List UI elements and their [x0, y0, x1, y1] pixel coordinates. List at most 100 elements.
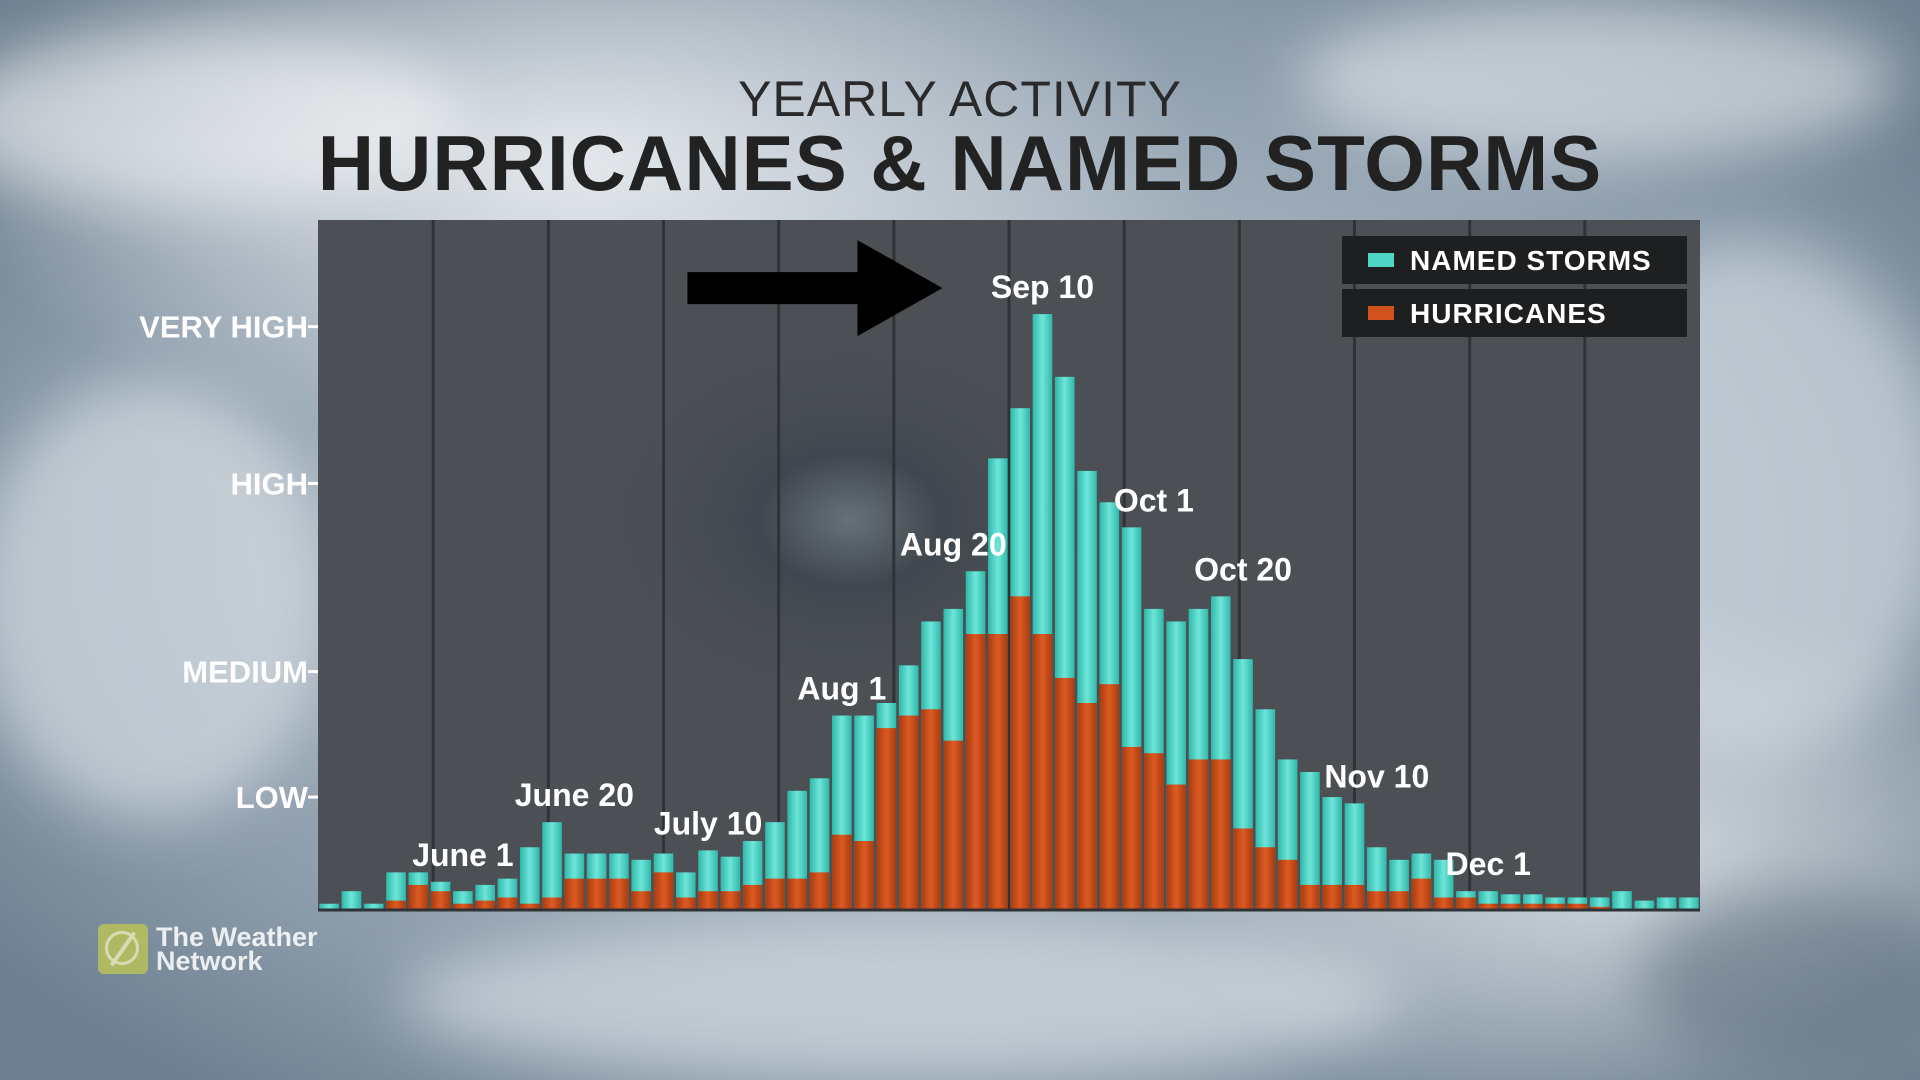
bar-hurricanes — [564, 878, 585, 910]
bar-hurricanes — [1166, 784, 1186, 910]
bar-named-storms — [1300, 772, 1320, 910]
date-label: Aug 1 — [797, 671, 886, 707]
weather-network-logo: The Weather Network — [98, 922, 318, 976]
bar-hurricanes — [1389, 891, 1409, 910]
date-label: Sep 10 — [991, 269, 1094, 305]
bar-hurricanes — [1210, 759, 1231, 910]
bar-hurricanes — [631, 891, 652, 910]
bar-named-storms — [542, 822, 562, 910]
bar-hurricanes — [609, 878, 629, 910]
chart-title: HURRICANES & NAMED STORMS — [317, 119, 1603, 207]
date-label: Dec 1 — [1446, 846, 1531, 882]
bar-hurricanes — [1433, 897, 1454, 910]
bar-hurricanes — [698, 891, 718, 910]
bar-hurricanes — [765, 878, 785, 910]
y-level-label: HIGH — [231, 466, 309, 501]
bar-hurricanes — [854, 841, 874, 910]
bar-hurricanes — [1545, 903, 1565, 910]
bar-hurricanes — [1523, 903, 1543, 910]
bar-hurricanes — [542, 897, 562, 910]
bar-hurricanes — [809, 872, 830, 910]
bar-hurricanes — [1300, 884, 1320, 910]
logo-line-2: Network — [156, 946, 263, 976]
bar-hurricanes — [1144, 753, 1164, 910]
bar-hurricanes — [1099, 684, 1120, 910]
legend-swatch — [1368, 306, 1394, 320]
date-label: July 10 — [654, 805, 763, 841]
bar-hurricanes — [1567, 903, 1588, 910]
y-level-label: VERY HIGH — [139, 310, 308, 345]
bars — [318, 314, 1700, 912]
bar-hurricanes — [742, 884, 763, 910]
legend-swatch — [1368, 253, 1394, 267]
bar-hurricanes — [1322, 884, 1343, 910]
bar-hurricanes — [1233, 828, 1253, 910]
bar-hurricanes — [1344, 884, 1365, 910]
bar-hurricanes — [586, 878, 607, 910]
bar-named-storms — [1656, 897, 1677, 910]
bar-named-storms — [319, 903, 339, 910]
bar-hurricanes — [1054, 677, 1075, 910]
legend: NAMED STORMS HURRICANES — [1342, 236, 1687, 337]
bar-hurricanes — [1478, 903, 1499, 910]
gridlines — [431, 220, 1587, 910]
bar-hurricanes — [1500, 903, 1521, 910]
bar-hurricanes — [1010, 596, 1030, 910]
bar-hurricanes — [1077, 703, 1097, 910]
bar-hurricanes — [720, 891, 741, 910]
date-label: June 20 — [515, 777, 634, 813]
bar-hurricanes — [386, 900, 406, 910]
legend-entry-bg — [1342, 289, 1687, 337]
bar-hurricanes — [876, 728, 897, 910]
bar-named-storms — [1612, 891, 1632, 910]
bar-named-storms — [1679, 897, 1699, 910]
bar-hurricanes — [787, 878, 808, 910]
bar-hurricanes — [675, 897, 696, 910]
bar-hurricanes — [1277, 859, 1298, 910]
legend-label: HURRICANES — [1410, 298, 1607, 329]
date-label: Oct 20 — [1194, 551, 1292, 587]
date-label: June 1 — [412, 837, 513, 873]
bar-hurricanes — [519, 903, 540, 910]
bar-hurricanes — [653, 872, 674, 910]
peak-arrow — [687, 240, 943, 337]
bar-hurricanes — [898, 715, 919, 910]
date-label: Nov 10 — [1324, 758, 1429, 794]
chart-subtitle: YEARLY ACTIVITY — [738, 71, 1182, 127]
bar-hurricanes — [1456, 897, 1476, 910]
bar-hurricanes — [1188, 759, 1209, 910]
bar-hurricanes — [832, 834, 852, 910]
bar-hurricanes — [921, 709, 941, 910]
date-label: Oct 1 — [1114, 482, 1194, 518]
y-level-label: LOW — [236, 780, 309, 815]
logo-line-1: The Weather — [156, 922, 318, 952]
bar-hurricanes — [430, 891, 451, 910]
legend-entry-bg — [1342, 236, 1687, 284]
bar-hurricanes — [1032, 634, 1053, 910]
bar-hurricanes — [1411, 878, 1432, 910]
bar-hurricanes — [475, 900, 495, 910]
bar-hurricanes — [988, 634, 1008, 910]
y-level-label: MEDIUM — [182, 655, 308, 690]
bar-hurricanes — [408, 884, 429, 910]
hurricane-eye-backdrop — [590, 330, 1110, 710]
bar-named-storms — [1634, 900, 1655, 910]
bar-named-storms — [1322, 797, 1343, 910]
bar-hurricanes — [453, 903, 473, 910]
bar-hurricanes — [1366, 891, 1387, 910]
date-label: Aug 20 — [900, 526, 1007, 562]
bar-hurricanes — [497, 897, 518, 910]
bar-named-storms — [1344, 803, 1365, 910]
bar-hurricanes — [965, 634, 986, 910]
globe-icon — [98, 924, 148, 974]
bar-named-storms — [519, 847, 540, 910]
bar-hurricanes — [1255, 847, 1276, 910]
legend-label: NAMED STORMS — [1410, 245, 1652, 276]
bar-named-storms — [341, 891, 362, 910]
y-axis: LOW MEDIUM HIGH VERY HIGH — [139, 310, 318, 815]
bar-hurricanes — [943, 740, 964, 910]
bar-named-storms — [363, 903, 384, 910]
bar-hurricanes — [1589, 906, 1610, 910]
